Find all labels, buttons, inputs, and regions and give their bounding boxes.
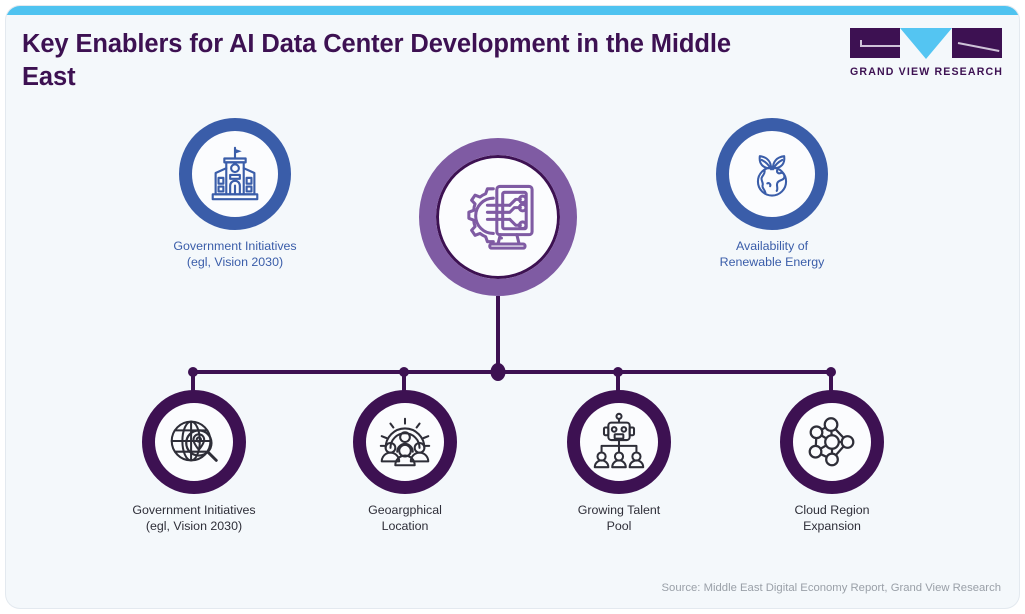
node-cloud-region-expansion[interactable]: Cloud Region Expansion: [721, 390, 943, 534]
node-label-line2: Location: [381, 518, 429, 533]
node-renewable-energy[interactable]: Availability of Renewable Energy: [661, 118, 883, 270]
government-building-icon: [211, 146, 259, 201]
node-geographical-location[interactable]: Geoargphical Location: [294, 390, 516, 534]
top-accent-bar: [6, 6, 1019, 15]
node-label: Availability of Renewable Energy: [661, 239, 883, 270]
node-label-line2: (egl, Vision 2030): [145, 518, 243, 533]
node-label-line2: Renewable Energy: [719, 254, 825, 269]
node-label-line2: (egl, Vision 2030): [186, 254, 284, 269]
node-label: Geoargphical Location: [294, 503, 516, 534]
node-government-initiatives-bottom[interactable]: Government Initiatives (egl, Vision 2030…: [83, 390, 305, 534]
node-label: Government Initiatives (egl, Vision 2030…: [124, 239, 346, 270]
node-label-line1: Growing Talent: [577, 503, 661, 517]
logo-marks: [850, 28, 1002, 61]
node-ring: [179, 118, 291, 230]
node-label-line1: Government Initiatives: [132, 503, 256, 517]
people-gear-icon: [379, 417, 431, 467]
node-label-line1: Geoargphical: [368, 503, 442, 517]
node-label-line1: Cloud Region: [794, 503, 870, 517]
node-ring: [567, 390, 671, 494]
node-government-initiatives-top[interactable]: Government Initiatives (egl, Vision 2030…: [124, 118, 346, 270]
connector-lines: [188, 296, 836, 410]
logo-triangle-icon: [900, 28, 952, 59]
network-nodes-icon: [808, 417, 855, 467]
node-label-line2: Pool: [606, 518, 632, 533]
node-ring: [419, 138, 577, 296]
brand-logo: GRAND VIEW RESEARCH: [850, 28, 1002, 78]
node-label-line2: Expansion: [803, 518, 861, 533]
logo-wordmark: GRAND VIEW RESEARCH: [850, 66, 1004, 78]
node-ring: [716, 118, 828, 230]
node-label: Cloud Region Expansion: [721, 503, 943, 534]
node-label: Government Initiatives (egl, Vision 2030…: [83, 503, 305, 534]
page-title: Key Enablers for AI Data Center Developm…: [22, 30, 731, 91]
node-growing-talent-pool[interactable]: Growing Talent Pool: [508, 390, 730, 534]
node-ring: [353, 390, 457, 494]
globe-leaf-icon: [756, 155, 788, 197]
infographic-card: Key Enablers for AI Data Center Developm…: [6, 6, 1019, 608]
node-label: Growing Talent Pool: [508, 503, 730, 534]
node-label-line1: Availability of: [735, 239, 809, 253]
source-note: Source: Middle East Digital Economy Repo…: [661, 582, 1001, 594]
node-ai-data-center-hub[interactable]: [419, 138, 577, 296]
node-ring: [780, 390, 884, 494]
node-label-line1: Government Initiatives: [173, 239, 297, 253]
globe-magnifier-pin-icon: [170, 420, 218, 462]
gear-monitor-circuit-icon: [467, 184, 534, 250]
logo-left-rect-icon: [850, 28, 900, 58]
node-ring: [142, 390, 246, 494]
logo-right-rect-icon: [952, 28, 1002, 58]
robot-team-hierarchy-icon: [593, 412, 645, 469]
